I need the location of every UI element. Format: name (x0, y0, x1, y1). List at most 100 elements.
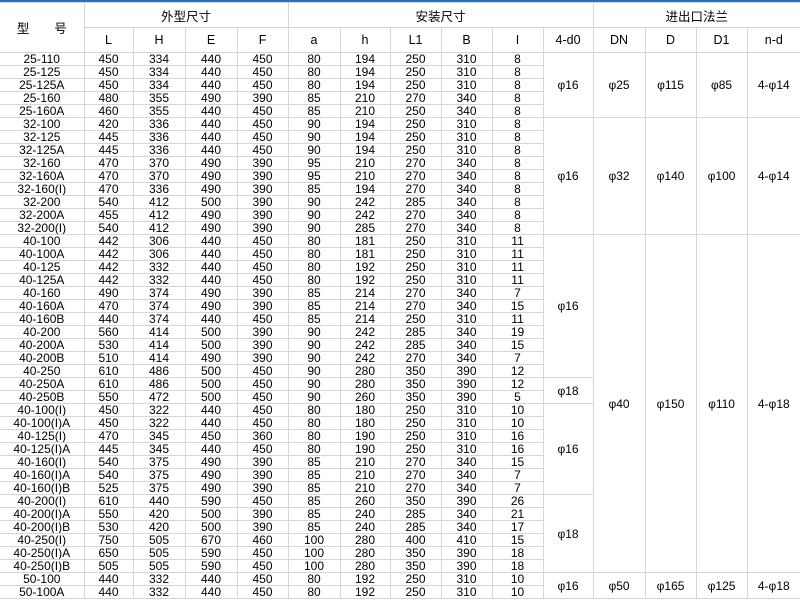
dimension-cell: 530 (83, 520, 134, 534)
dimension-cell: 285 (339, 221, 391, 235)
dimension-cell: 500 (184, 325, 238, 339)
dimension-cell: 332 (132, 585, 186, 599)
dimension-cell: 420 (132, 507, 186, 521)
dimension-cell: 490 (184, 221, 238, 235)
table-row: 40-250 610 486 500 450 90 280 350 390 12 (0, 364, 800, 378)
dimension-cell: 250 (389, 442, 442, 456)
dimension-cell: 590 (184, 494, 238, 508)
dimension-cell: 8 (491, 104, 544, 118)
table-row: 25-125 450 334 440 450 80 194 250 310 8 (0, 65, 800, 79)
dimension-cell: 90 (287, 221, 341, 235)
dimension-cell: 470 (83, 156, 134, 170)
top-accent-bar (0, 0, 800, 2)
dimension-cell: 11 (491, 247, 544, 261)
dimension-cell: 390 (440, 494, 493, 508)
dimension-cell: 250 (389, 130, 442, 144)
table-row: 32-160(I) 470 336 490 390 85 194 270 340 8 (0, 182, 800, 196)
dimension-cell: 490 (184, 182, 238, 196)
column-header: F (236, 27, 289, 53)
header-outline-dimensions: 外型尺寸 (83, 2, 289, 28)
dimension-cell: 194 (339, 117, 391, 131)
dimension-cell: 345 (132, 442, 186, 456)
dimension-cell: 374 (132, 299, 186, 313)
dimension-cell: 505 (132, 559, 186, 573)
dimension-cell: 410 (440, 533, 493, 547)
flange-d-cell: φ115 (644, 52, 697, 118)
dimension-cell: 375 (132, 481, 186, 495)
dimension-cell: 270 (389, 208, 442, 222)
dimension-cell: 310 (440, 403, 493, 417)
dimension-cell: 445 (83, 143, 134, 157)
model-cell: 40-125A (0, 273, 85, 287)
model-cell: 40-250(I)A (0, 546, 85, 560)
dimension-cell: 440 (184, 117, 238, 131)
dimension-cell: 270 (389, 468, 442, 482)
model-cell: 32-200A (0, 208, 85, 222)
dimension-cell: 420 (132, 520, 186, 534)
dimension-cell: 440 (184, 65, 238, 79)
dimension-cell: 390 (236, 481, 289, 495)
dimension-cell: 250 (389, 416, 442, 430)
dimension-cell: 310 (440, 312, 493, 326)
dimension-cell: 390 (236, 195, 289, 209)
table-row: 40-200B 510 414 490 390 90 242 270 340 7 (0, 351, 800, 365)
dimension-cell: 440 (184, 312, 238, 326)
dimension-cell: 8 (491, 208, 544, 222)
column-header: L1 (389, 27, 442, 53)
table-row: 50-100A 440 332 440 450 80 192 250 310 10 (0, 585, 800, 599)
dimension-cell: 240 (339, 520, 391, 534)
dimension-cell: 450 (236, 273, 289, 287)
dimension-cell: 310 (440, 247, 493, 261)
flange-d1-cell: φ125 (695, 572, 748, 599)
dimension-cell: 180 (339, 403, 391, 417)
dimension-cell: 250 (389, 429, 442, 443)
dimension-cell: 192 (339, 260, 391, 274)
dimension-cell: 15 (491, 299, 544, 313)
dimension-cell: 350 (389, 364, 442, 378)
dimension-cell: 390 (236, 208, 289, 222)
dimension-cell: 90 (287, 208, 341, 222)
bolt-holes-cell: φ18 (542, 377, 594, 404)
dimension-cell: 190 (339, 429, 391, 443)
dimension-cell: 8 (491, 52, 544, 66)
dimension-cell: 336 (132, 182, 186, 196)
model-cell: 40-250(I)B (0, 559, 85, 573)
dimension-cell: 270 (389, 91, 442, 105)
model-cell: 40-160A (0, 299, 85, 313)
dimension-cell: 590 (184, 559, 238, 573)
dimension-cell: 450 (236, 403, 289, 417)
dimension-cell: 210 (339, 104, 391, 118)
header-model: 型 号 (0, 2, 85, 53)
dimension-cell: 440 (184, 260, 238, 274)
dimension-cell: 80 (287, 273, 341, 287)
dimension-cell: 334 (132, 52, 186, 66)
table-row: 32-100 420 336 440 450 90 194 250 310 8 φ16 φ32 φ140… (0, 117, 800, 235)
column-header: h (339, 27, 391, 53)
dimension-cell: 440 (184, 442, 238, 456)
dimension-cell: 242 (339, 351, 391, 365)
dimension-cell: 80 (287, 52, 341, 66)
flange-d-cell: φ165 (644, 572, 697, 599)
dimension-cell: 340 (440, 104, 493, 118)
dimension-cell: 450 (236, 104, 289, 118)
dimension-cell: 90 (287, 390, 341, 404)
header-flange: 进出口法兰 (592, 2, 800, 28)
model-cell: 40-250(I) (0, 533, 85, 547)
dimension-cell: 610 (83, 377, 134, 391)
dimension-cell: 8 (491, 130, 544, 144)
model-cell: 32-160(I) (0, 182, 85, 196)
dimension-cell: 340 (440, 286, 493, 300)
dimension-cell: 90 (287, 338, 341, 352)
dimension-cell: 90 (287, 325, 341, 339)
dimension-cell: 250 (389, 78, 442, 92)
dimension-cell: 280 (339, 559, 391, 573)
dimension-cell: 11 (491, 260, 544, 274)
dimension-cell: 340 (440, 325, 493, 339)
table-row: 25-160A 460 355 440 450 85 210 250 340 8 (0, 104, 800, 118)
dimension-cell: 8 (491, 91, 544, 105)
model-cell: 50-100 (0, 572, 85, 586)
dimension-cell: 80 (287, 416, 341, 430)
dimension-cell: 210 (339, 455, 391, 469)
dimension-cell: 540 (83, 468, 134, 482)
